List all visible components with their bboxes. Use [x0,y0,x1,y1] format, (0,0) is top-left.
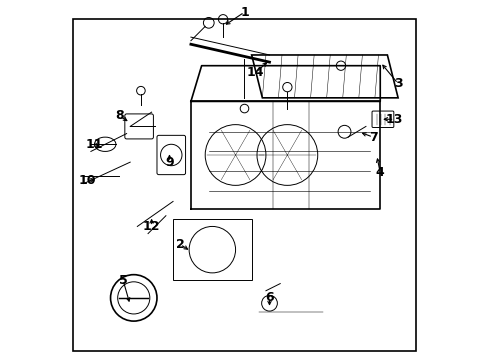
Bar [173,219,251,280]
Text: 7: 7 [368,131,377,144]
Text: 9: 9 [165,156,173,168]
Text: 14: 14 [246,66,264,79]
Text: 2: 2 [176,238,184,251]
Text: 10: 10 [79,174,96,186]
Text: 3: 3 [393,77,402,90]
Text: 6: 6 [264,291,273,305]
Text: 1: 1 [240,6,248,19]
Text: 8: 8 [115,109,123,122]
Text: 5: 5 [119,274,127,287]
Text: 13: 13 [385,113,403,126]
Text: 4: 4 [375,166,384,179]
Text: 11: 11 [85,138,103,151]
Text: 12: 12 [142,220,160,233]
